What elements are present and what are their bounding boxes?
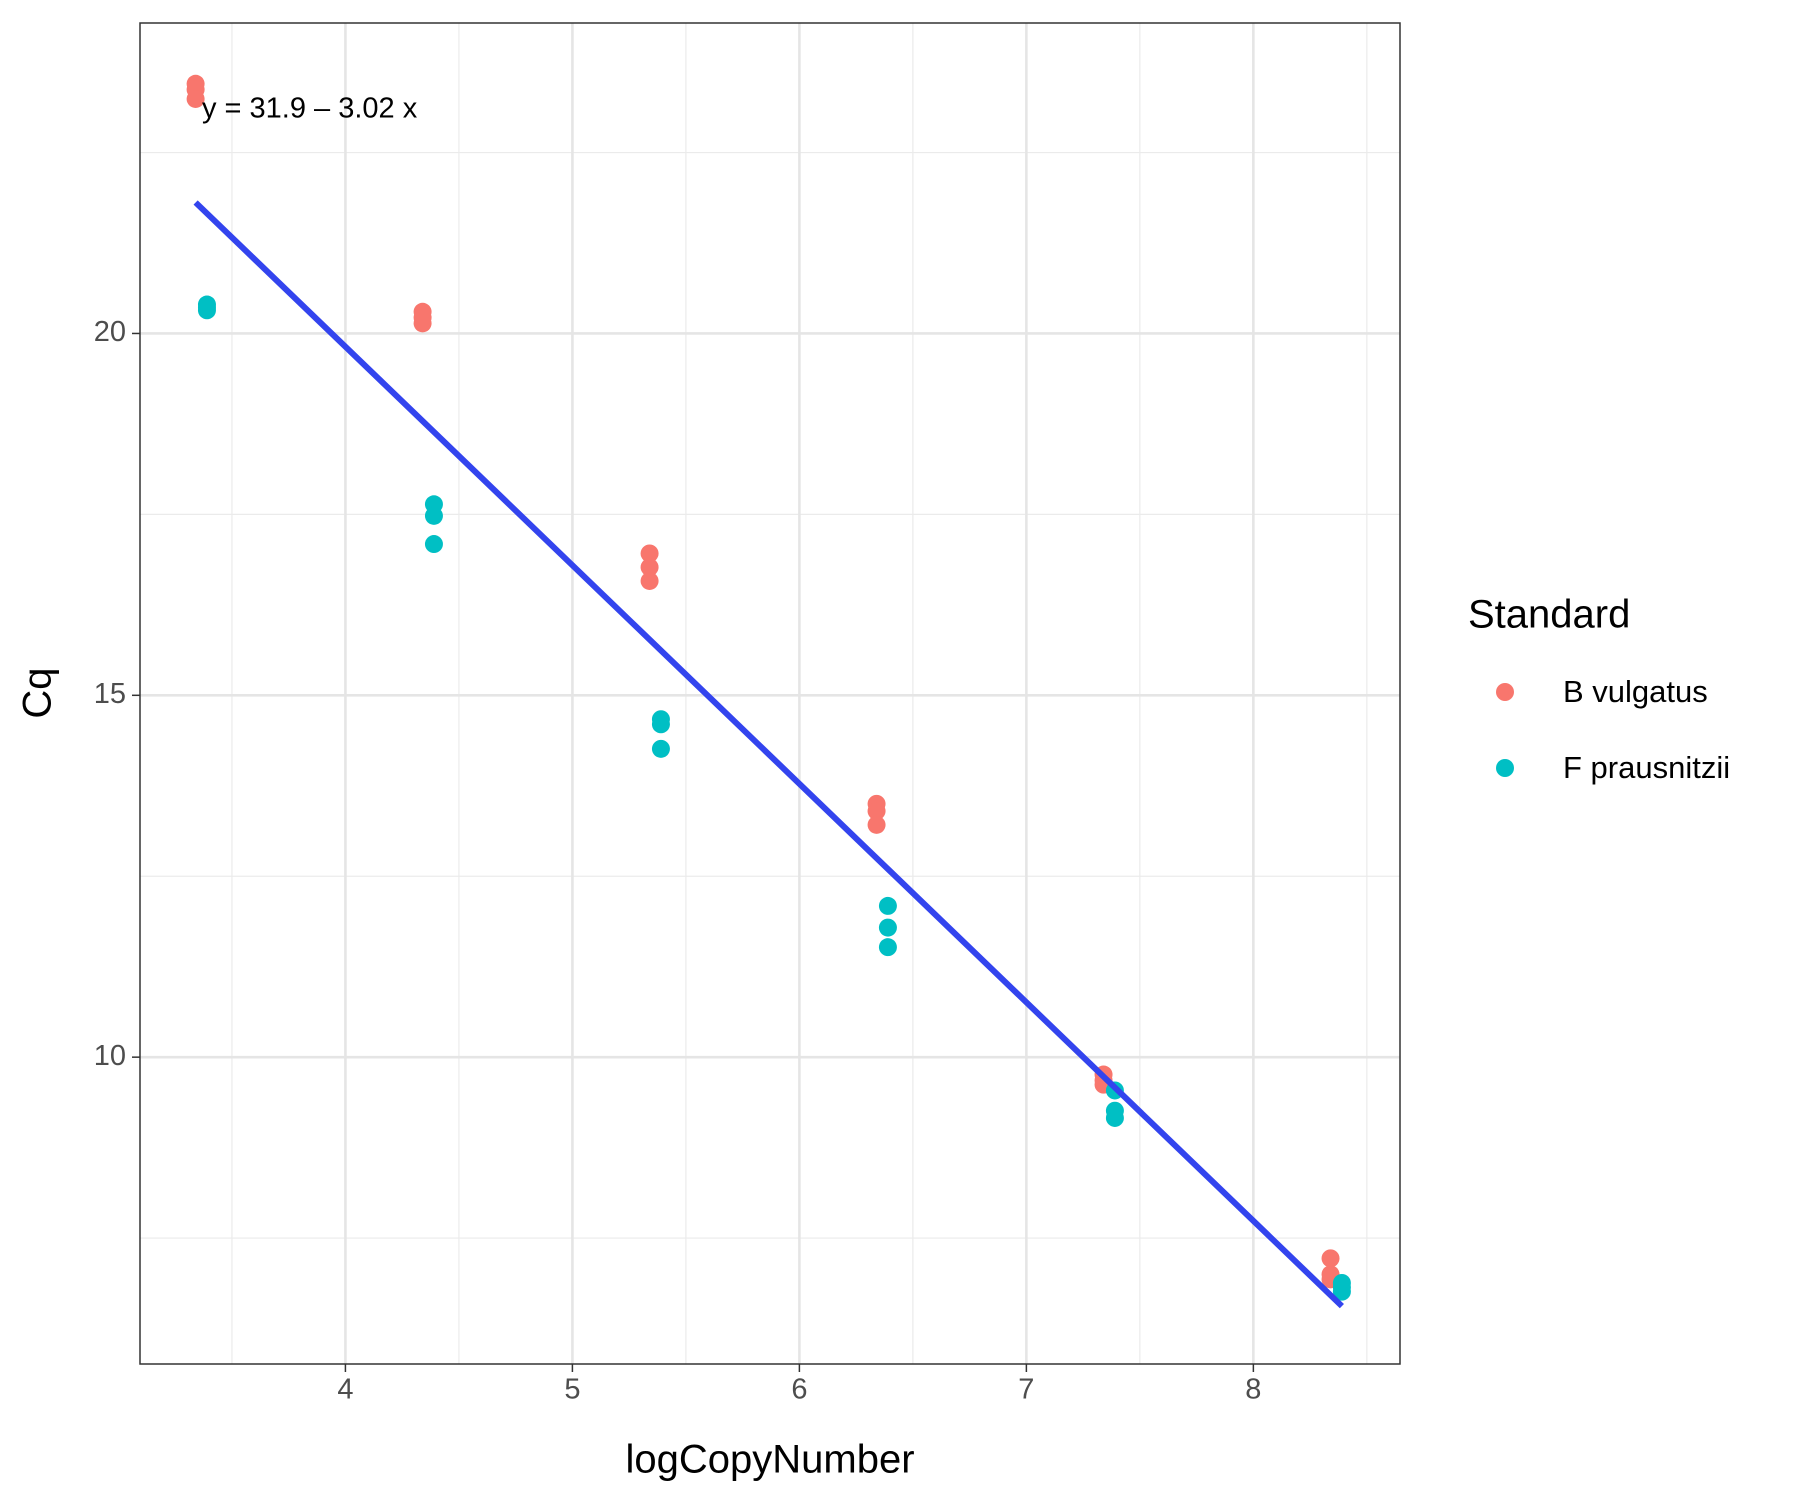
point bbox=[424, 535, 443, 554]
fit-line bbox=[193, 200, 1344, 1309]
x-tick-label: 5 bbox=[564, 1374, 580, 1406]
point bbox=[867, 815, 886, 834]
point bbox=[640, 558, 659, 577]
point bbox=[640, 544, 659, 563]
annotation: y = 31.9 – 3.02 x bbox=[202, 93, 418, 125]
x-axis-title: logCopyNumber bbox=[625, 1438, 914, 1482]
legend-label: F prausnitzii bbox=[1563, 750, 1730, 785]
point bbox=[640, 571, 659, 590]
point bbox=[878, 896, 897, 915]
point bbox=[867, 802, 886, 821]
y-tick-label: 20 bbox=[94, 316, 126, 348]
point bbox=[878, 938, 897, 957]
point bbox=[186, 89, 205, 108]
legend-label: B vulgatus bbox=[1563, 674, 1708, 709]
x-tick-label: 8 bbox=[1245, 1374, 1261, 1406]
legend-key bbox=[1496, 759, 1514, 777]
point bbox=[1321, 1249, 1340, 1268]
legend-title: Standard bbox=[1468, 593, 1630, 637]
grid bbox=[140, 23, 1400, 1364]
legend: B vulgatus F prausnitzii bbox=[1496, 674, 1730, 785]
x-tick-label: 4 bbox=[337, 1374, 353, 1406]
y-axis-title: Cq bbox=[16, 667, 60, 718]
x-tick-label: 6 bbox=[791, 1374, 807, 1406]
y-tick-label: 15 bbox=[94, 678, 126, 710]
point bbox=[197, 301, 216, 320]
legend-key bbox=[1496, 683, 1514, 701]
point bbox=[878, 918, 897, 937]
x-tick-label: 7 bbox=[1018, 1374, 1034, 1406]
marks bbox=[186, 74, 1351, 1309]
point bbox=[1332, 1282, 1351, 1301]
y-tick-label: 10 bbox=[94, 1040, 126, 1072]
point bbox=[651, 739, 670, 758]
panel-border bbox=[139, 22, 1401, 1365]
point bbox=[424, 506, 443, 525]
point bbox=[413, 314, 432, 333]
point bbox=[651, 715, 670, 734]
point bbox=[1105, 1108, 1124, 1127]
